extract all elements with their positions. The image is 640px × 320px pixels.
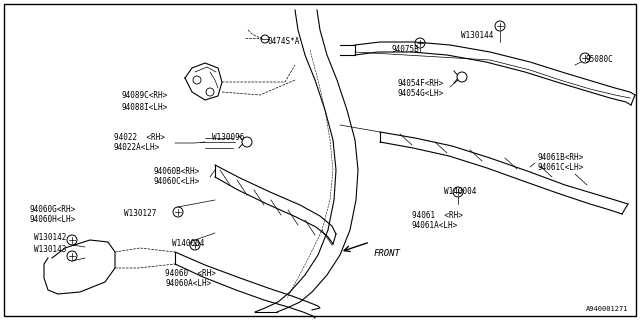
Text: 94060A<LH>: 94060A<LH> [165, 279, 211, 289]
Text: W130096: W130096 [212, 133, 244, 142]
Text: W130143: W130143 [34, 245, 67, 254]
Text: W130142: W130142 [34, 234, 67, 243]
Text: 94060C<LH>: 94060C<LH> [153, 178, 199, 187]
Text: 94061A<LH>: 94061A<LH> [412, 221, 458, 230]
Text: 94060  <RH>: 94060 <RH> [165, 269, 216, 278]
Text: 94089C<RH>: 94089C<RH> [122, 91, 168, 100]
Text: A940001271: A940001271 [586, 306, 628, 312]
Text: 94060G<RH>: 94060G<RH> [30, 205, 76, 214]
Text: W140004: W140004 [444, 188, 476, 196]
Text: W130144: W130144 [461, 31, 493, 41]
Text: W140004: W140004 [172, 239, 204, 249]
Text: 94088I<LH>: 94088I<LH> [122, 102, 168, 111]
Text: 94060H<LH>: 94060H<LH> [30, 215, 76, 225]
Text: 94061B<RH>: 94061B<RH> [538, 154, 584, 163]
Text: 94061C<LH>: 94061C<LH> [538, 164, 584, 172]
Text: 94022A<LH>: 94022A<LH> [114, 143, 160, 153]
Text: 94060B<RH>: 94060B<RH> [153, 167, 199, 177]
Text: 94054F<RH>: 94054F<RH> [397, 78, 444, 87]
Text: 95080C: 95080C [585, 54, 612, 63]
Text: 94061  <RH>: 94061 <RH> [412, 212, 463, 220]
Text: 94075B: 94075B [391, 45, 419, 54]
Text: W130127: W130127 [124, 210, 156, 219]
Text: FRONT: FRONT [374, 249, 401, 258]
Text: 94022  <RH>: 94022 <RH> [114, 133, 165, 142]
Text: 0474S*A: 0474S*A [268, 37, 300, 46]
Text: 94054G<LH>: 94054G<LH> [397, 89, 444, 98]
